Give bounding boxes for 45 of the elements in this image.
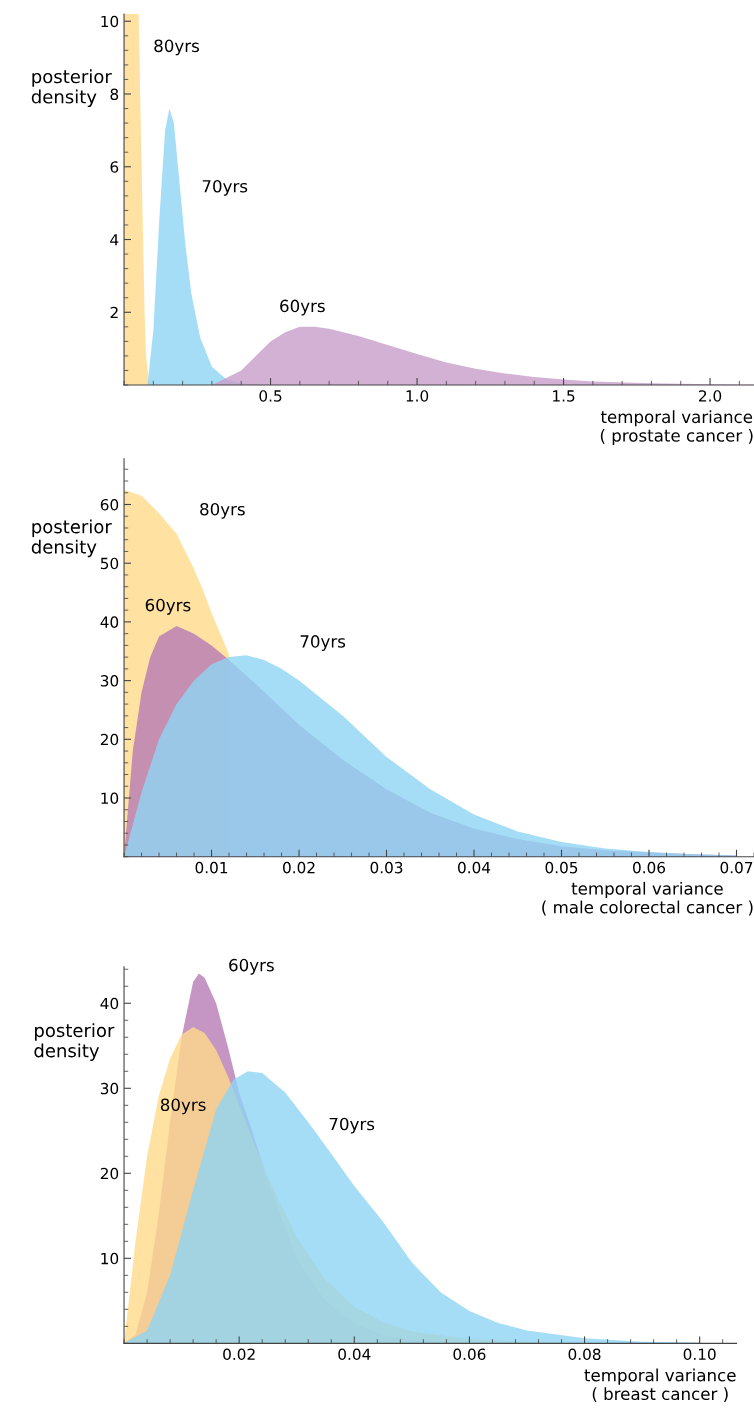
x-tick-label: 0.05 [545, 861, 578, 874]
y-tick-label: 2 [110, 306, 118, 319]
y-tick-label: 50 [100, 557, 119, 570]
series-label: 70yrs [202, 179, 248, 196]
series-label: 70yrs [300, 635, 346, 651]
y-tick-label: 60 [100, 498, 119, 511]
y-axis-title: posterior density [31, 519, 112, 558]
series-label: 60yrs [280, 299, 325, 316]
y-tick-label: 10 [101, 1252, 119, 1265]
x-tick-label: 0.01 [195, 861, 228, 874]
x-axis-title: temporal variance ( male colorectal cancer ) [542, 881, 753, 916]
x-tick-label: 0.06 [633, 861, 666, 874]
x-tick-label: 0.04 [458, 861, 491, 874]
x-tick-label: 0.07 [720, 861, 753, 874]
x-axis-title: temporal variance ( prostate cancer ) [600, 410, 753, 446]
series-label: 60yrs [145, 598, 191, 615]
x-tick-label: 0.02 [283, 861, 315, 874]
y-tick-label: 20 [100, 1167, 119, 1180]
x-tick-label: 0.08 [568, 1348, 601, 1361]
y-tick-label: 10 [101, 15, 119, 28]
series-label: 80yrs [160, 1098, 206, 1115]
y-tick-label: 40 [100, 997, 119, 1010]
y-tick-label: 10 [101, 792, 119, 805]
y-axis-title: posterior density [34, 1023, 115, 1061]
y-tick-label: 20 [100, 733, 119, 746]
x-tick-label: 1.0 [406, 390, 429, 402]
y-tick-label: 30 [100, 675, 119, 687]
series-label: 70yrs [329, 1117, 375, 1134]
y-tick-label: 4 [110, 234, 119, 246]
x-tick-label: 0.06 [453, 1348, 486, 1361]
x-axis-title: temporal variance ( breast cancer ) [584, 1368, 736, 1403]
y-tick-label: 30 [100, 1082, 119, 1095]
series-label: 80yrs [154, 39, 199, 56]
series-label: 80yrs [200, 502, 245, 519]
x-tick-label: 0.03 [370, 861, 403, 874]
x-tick-label: 0.04 [338, 1348, 371, 1361]
x-tick-label: 0.02 [223, 1348, 255, 1361]
x-tick-label: 2.0 [699, 390, 722, 402]
x-tick-label: 1.5 [553, 390, 575, 402]
series-label: 60yrs [229, 958, 274, 975]
y-tick-label: 6 [110, 161, 119, 173]
x-tick-label: 0.5 [259, 390, 282, 402]
y-tick-label: 40 [100, 616, 119, 628]
y-tick-label: 8 [110, 88, 119, 101]
x-tick-label: 0.10 [683, 1348, 716, 1361]
